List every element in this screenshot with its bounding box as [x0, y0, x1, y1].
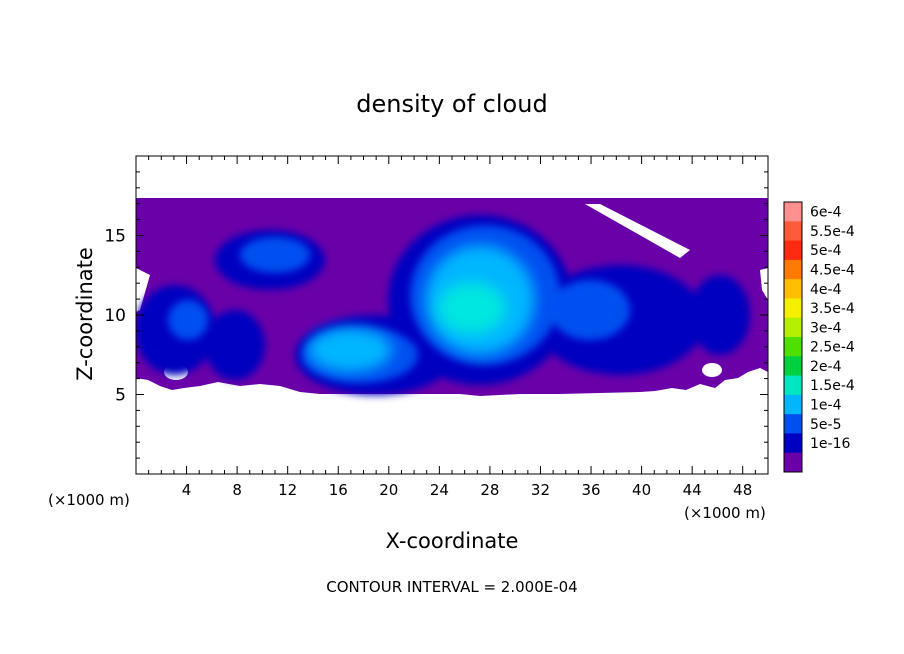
clear-gap: [760, 268, 768, 300]
z-unit-label: (×1000 m): [684, 504, 766, 522]
colorbar-swatch: [784, 414, 802, 434]
x-unit-label: (×1000 m): [48, 491, 130, 509]
colorbar-label: 1e-4: [810, 398, 842, 414]
colorbar-label: 1e-16: [810, 436, 850, 452]
x-tick-label: 36: [581, 481, 600, 499]
cloud-cell: [550, 280, 630, 340]
cloud-cell: [240, 237, 310, 273]
colorbar-swatch: [784, 337, 802, 357]
x-tick-label: 32: [531, 481, 550, 499]
colorbar-swatch: [784, 240, 802, 261]
x-tick-label: 20: [379, 481, 398, 499]
clear-gap: [585, 204, 690, 258]
colorbar-label: 4.5e-4: [810, 263, 855, 279]
x-tick-label: 28: [480, 481, 499, 499]
colorbar-swatch: [784, 221, 802, 242]
colorbar-frame: [783, 201, 803, 473]
colorbar-swatch: [784, 394, 802, 415]
contour-field: [136, 198, 768, 396]
colorbar-label: 1.5e-4: [810, 378, 855, 394]
x-tick-label: 8: [232, 481, 242, 499]
x-tick-label: 24: [430, 481, 449, 499]
colorbar-label: 5.5e-4: [810, 224, 855, 240]
colorbar-swatch: [784, 375, 802, 396]
colorbar-label: 5e-5: [810, 417, 841, 433]
cloud-cell: [308, 328, 392, 372]
x-tick-label: 40: [632, 481, 651, 499]
clear-gap: [702, 363, 722, 377]
colorbar-label: 3e-4: [810, 320, 842, 336]
colorbar-swatch: [784, 356, 802, 377]
colorbar: 6e-4 5.5e-4 5e-4 4.5e-4 4e-4 3.5e-4 3e-4 2.5e-4…: [783, 201, 855, 473]
colorbar-swatch: [784, 279, 802, 299]
colorbar-swatch: [784, 317, 802, 338]
colorbar-swatch: [784, 433, 802, 454]
colorbar-swatch: [784, 298, 802, 319]
x-tick-label: 12: [278, 481, 297, 499]
y-tick-label: 15: [104, 227, 126, 247]
colorbar-swatch: [784, 259, 802, 280]
colorbar-label: 6e-4: [810, 205, 842, 221]
colorbar-swatch: [784, 202, 802, 222]
y-axis-label: Z-coordinate: [73, 247, 97, 381]
cloud-cell: [690, 275, 750, 355]
colorbar-label: 5e-4: [810, 243, 842, 259]
contour-interval-footer: CONTOUR INTERVAL = 2.000E-04: [326, 578, 577, 596]
cloud-core: [438, 282, 506, 334]
colorbar-swatch: [784, 452, 802, 473]
cloud-cell: [205, 310, 265, 380]
chart-title: density of cloud: [356, 90, 547, 118]
x-tick-label: 16: [329, 481, 348, 499]
cloud-cell: [168, 300, 208, 340]
clear-gap: [136, 268, 150, 312]
y-tick-label: 5: [115, 386, 126, 406]
colorbar-label: 2e-4: [810, 359, 842, 375]
x-tick-label: 4: [182, 481, 192, 499]
x-tick-label: 44: [683, 481, 702, 499]
colorbar-label: 2.5e-4: [810, 340, 855, 356]
x-axis-label: X-coordinate: [386, 529, 519, 553]
x-tick-label: 48: [733, 481, 752, 499]
colorbar-label: 3.5e-4: [810, 301, 855, 317]
y-tick-label: 10: [104, 306, 126, 326]
colorbar-label: 4e-4: [810, 282, 842, 298]
